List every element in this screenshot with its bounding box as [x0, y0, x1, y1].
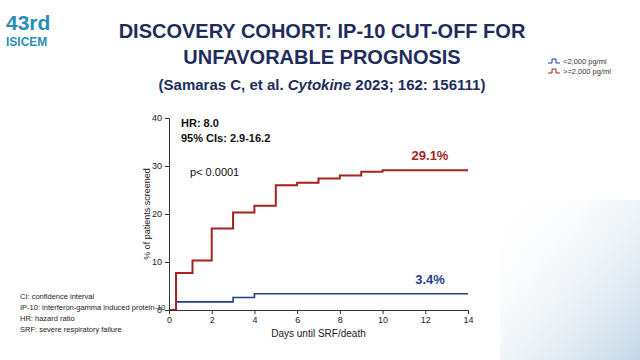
- x-axis: 0 2 4 6 8 10 12 14: [167, 310, 474, 325]
- x-tick: 2: [210, 310, 215, 325]
- x-tick: 6: [295, 310, 300, 325]
- x-tick: 4: [252, 310, 257, 325]
- x-tick-label: 2: [210, 315, 215, 325]
- annotation: p< 0.0001: [190, 166, 239, 178]
- y-tick-label: 40: [152, 113, 162, 123]
- y-tick-label: 30: [152, 161, 162, 171]
- x-tick-mark: [468, 310, 469, 314]
- slide: 43rdISICEM DISCOVERY COHORT: IP-10 CUT-OF…: [0, 0, 640, 360]
- x-axis-title: Days until SRF/death: [271, 328, 366, 339]
- x-tick: 12: [421, 310, 431, 325]
- y-tick-label: 20: [152, 209, 162, 219]
- series-line: [169, 294, 468, 310]
- x-tick-label: 6: [295, 315, 300, 325]
- y-tick-mark: [165, 118, 169, 119]
- footnote: HR: hazard ratio: [20, 314, 75, 323]
- x-tick: 10: [378, 310, 388, 325]
- data-label: 3.4%: [415, 272, 445, 287]
- x-tick: 14: [463, 310, 473, 325]
- background: [0, 0, 640, 360]
- y-tick-label: 10: [152, 257, 162, 267]
- title: UNFAVORABLE PROGNOSIS: [183, 46, 460, 68]
- footnote: IP-10: interferon-gamma induced protein-…: [20, 303, 166, 312]
- subtitle-part: 2023; 162: 156111): [351, 76, 485, 93]
- x-tick-mark: [383, 310, 384, 314]
- plot-lines: [169, 170, 468, 310]
- legend: <2,000 pg/ml>=2,000 pg/ml: [548, 57, 611, 76]
- y-tick: 20: [152, 209, 169, 219]
- subtitle-part: (Samaras C, et al.: [159, 76, 288, 93]
- x-tick-label: 12: [421, 315, 431, 325]
- legend-symbol: [548, 59, 560, 63]
- subtitle: (Samaras C, et al. Cytokine 2023; 162: 1…: [159, 76, 486, 93]
- subtitle-part: Cytokine: [288, 76, 351, 93]
- y-tick-mark: [165, 214, 169, 215]
- legend-label: >=2,000 pg/ml: [563, 67, 611, 76]
- y-tick-mark: [165, 262, 169, 263]
- x-tick-mark: [340, 310, 341, 314]
- x-tick-label: 0: [167, 315, 172, 325]
- x-tick: 0: [167, 310, 172, 325]
- logo-name: ISICEM: [6, 35, 47, 49]
- x-axis-line: [170, 311, 469, 315]
- background-image: [500, 200, 640, 360]
- y-axis-title: % of patients screened: [142, 168, 152, 260]
- title: DISCOVERY COHORT: IP-10 CUT-OFF FOR: [119, 20, 526, 42]
- data-label: 29.1%: [412, 148, 449, 163]
- x-tick-label: 10: [378, 315, 388, 325]
- footnote: CI: confidence interval: [20, 292, 95, 301]
- series-line: [169, 170, 468, 310]
- x-tick-mark: [212, 310, 213, 314]
- legend-label: <2,000 pg/ml: [563, 57, 607, 66]
- x-tick-mark: [425, 310, 426, 314]
- x-tick-mark: [254, 310, 255, 314]
- y-tick: 40: [152, 113, 169, 123]
- y-axis-line: [165, 119, 170, 311]
- y-tick-mark: [165, 166, 169, 167]
- annotation: HR: 8.0: [181, 117, 219, 129]
- footnote: SRF: severe respiratory failure: [20, 325, 122, 334]
- x-tick-label: 14: [463, 315, 473, 325]
- logo-number: 43rd: [6, 11, 50, 34]
- x-tick-label: 4: [252, 315, 257, 325]
- annotation: 95% CIs: 2.9-16.2: [181, 132, 270, 144]
- x-tick: 8: [338, 310, 343, 325]
- y-tick: 30: [152, 161, 169, 171]
- y-axis: 010203040: [152, 113, 170, 315]
- y-tick-mark: [165, 310, 169, 311]
- x-tick-mark: [297, 310, 298, 314]
- legend-symbol: [548, 69, 560, 73]
- y-tick: 10: [152, 257, 169, 267]
- x-tick-label: 8: [338, 315, 343, 325]
